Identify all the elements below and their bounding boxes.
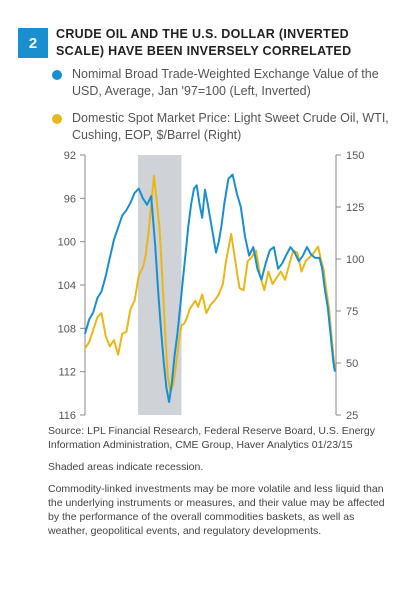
right-tick-label: 100 (346, 254, 364, 266)
legend-label-usd: Nomimal Broad Trade-Weighted Exchange Va… (72, 67, 379, 98)
source-note: Source: LPL Financial Research, Federal … (48, 425, 376, 451)
left-tick-label: 116 (58, 410, 76, 420)
legend-item-oil: Domestic Spot Market Price: Light Sweet … (50, 110, 390, 144)
shading-note: Shaded areas indicate recession. (48, 461, 204, 473)
series-line-oil (84, 174, 336, 394)
left-tick-label: 112 (58, 367, 76, 379)
right-tick-label: 75 (346, 306, 358, 318)
chart-legend: Nomimal Broad Trade-Weighted Exchange Va… (50, 66, 390, 154)
figure-number-badge: 2 (18, 28, 48, 58)
chart-title: CRUDE OIL AND THE U.S. DOLLAR (INVERTED … (56, 27, 352, 58)
right-tick-label: 125 (346, 202, 364, 214)
right-tick-label: 25 (346, 410, 358, 420)
left-tick-label: 96 (64, 193, 76, 205)
disclaimer-note: Commodity-linked investments may be more… (48, 483, 385, 537)
line-chart: 9296100104108112116150125100755025'07'08… (58, 150, 365, 420)
right-tick-label: 150 (346, 150, 364, 162)
legend-dot-usd (52, 70, 62, 80)
axes-group: 9296100104108112116150125100755025'07'08… (58, 150, 365, 420)
chart-notes: Source: LPL Financial Research, Federal … (48, 424, 388, 546)
right-tick-label: 50 (346, 358, 358, 370)
left-tick-label: 100 (58, 237, 76, 249)
left-tick-label: 104 (58, 280, 76, 292)
series-group (84, 173, 336, 403)
left-tick-label: 108 (58, 323, 76, 335)
left-tick-label: 92 (64, 150, 76, 162)
series-line-usd (84, 173, 336, 403)
legend-item-usd: Nomimal Broad Trade-Weighted Exchange Va… (50, 66, 390, 100)
legend-label-oil: Domestic Spot Market Price: Light Sweet … (72, 111, 389, 142)
legend-dot-oil (52, 114, 62, 124)
